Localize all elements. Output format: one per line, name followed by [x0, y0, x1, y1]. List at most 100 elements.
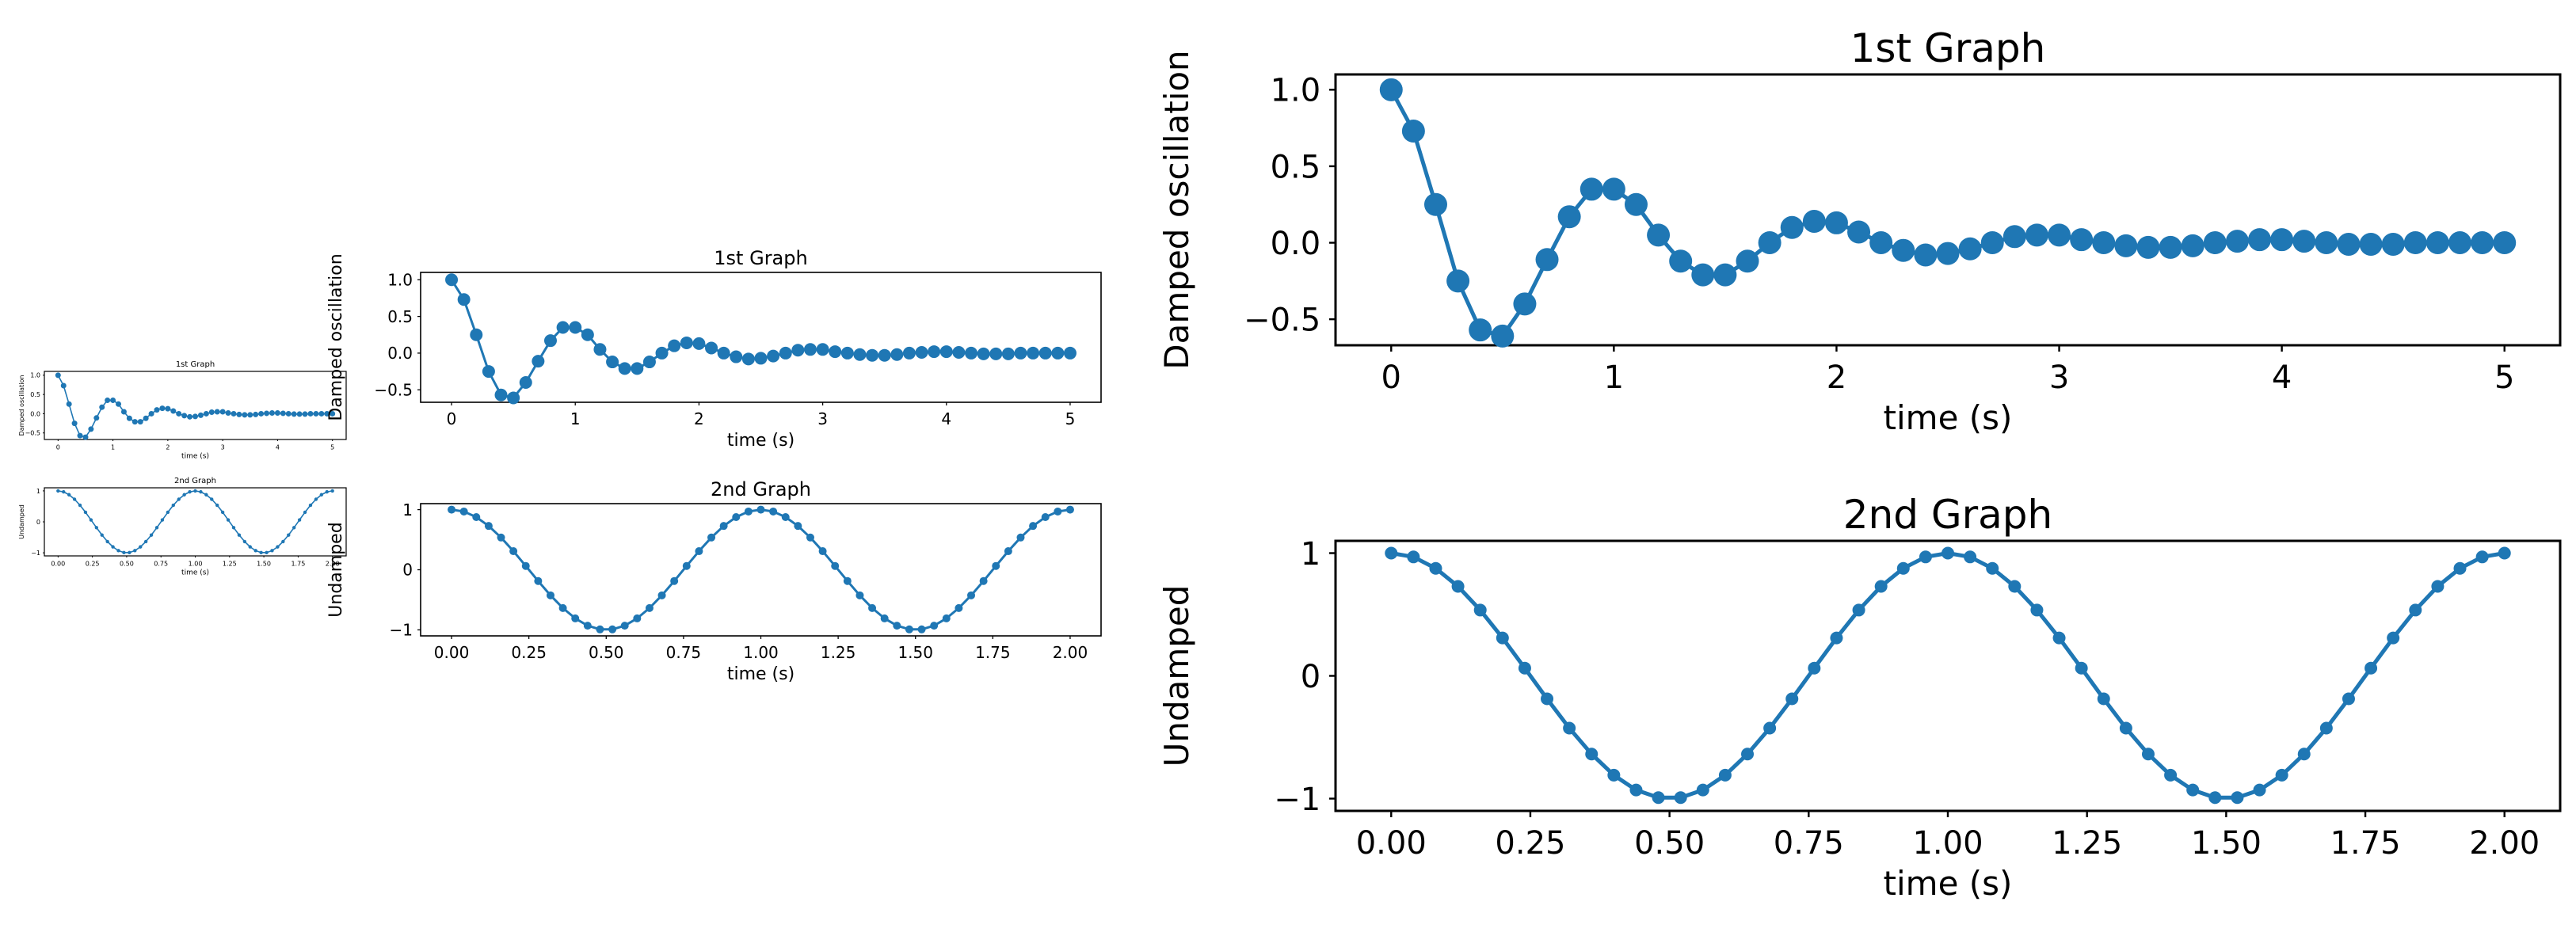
data-point [1669, 249, 1693, 273]
data-point [2431, 580, 2445, 593]
data-point [1986, 561, 1999, 575]
data-point [197, 412, 204, 418]
data-point [618, 362, 631, 375]
data-point [1557, 205, 1581, 229]
chart-title: 1st Graph [176, 360, 215, 369]
data-point [236, 411, 242, 417]
data-point [989, 347, 1003, 360]
x-tick-label: 1.00 [1912, 825, 1983, 862]
data-point [642, 356, 656, 369]
x-tick-label: 1.50 [2191, 825, 2262, 862]
data-point [66, 401, 72, 407]
data-point [707, 533, 716, 542]
x-axis-label: time (s) [1884, 398, 2013, 437]
data-point [543, 334, 557, 348]
medium-chart-2: 0.00 0.25 0.50 0.75 1.00 1.25 1.50 1.75 2.00 1 0 −1… [326, 478, 1102, 684]
y-tick-label: 1 [402, 500, 413, 519]
data-point [829, 345, 842, 359]
series-line [451, 508, 1071, 631]
data-point [192, 413, 198, 420]
data-point [1016, 533, 1025, 542]
data-point [203, 410, 209, 417]
data-point [248, 545, 252, 549]
data-point [769, 507, 778, 516]
data-point [781, 513, 790, 521]
data-point [56, 489, 60, 493]
data-point [645, 603, 654, 612]
data-point [1473, 603, 1487, 617]
y-axis-label: Undamped [326, 522, 346, 617]
data-point [1718, 768, 1732, 782]
data-point [1014, 346, 1027, 360]
data-point [1029, 522, 1038, 531]
data-point [955, 603, 963, 612]
data-point [509, 547, 518, 556]
data-point [1446, 269, 1470, 293]
data-point [1624, 192, 1648, 216]
data-point [571, 614, 580, 622]
data-point [116, 401, 122, 407]
data-point [2453, 561, 2467, 575]
data-point [655, 346, 669, 360]
data-point [583, 622, 592, 630]
data-point [280, 410, 286, 417]
data-point [1647, 223, 1671, 247]
series-line [1390, 551, 2506, 800]
x-tick-label: 0 [1381, 360, 1401, 396]
data-point [1808, 661, 1821, 675]
data-point [794, 522, 802, 531]
data-point [880, 614, 889, 622]
data-point [247, 412, 253, 418]
x-tick-label: 1.50 [257, 561, 271, 568]
data-point [1896, 561, 1910, 575]
data-point [2008, 580, 2022, 593]
data-point [581, 328, 594, 341]
data-point [1964, 550, 1977, 564]
data-point [237, 533, 242, 537]
y-axis-label: Undamped [1157, 585, 1196, 767]
x-tick-label: 0.00 [51, 561, 65, 568]
data-point [219, 409, 226, 415]
data-point [1385, 546, 1398, 560]
y-tick-label: −1 [390, 621, 413, 640]
data-point [878, 348, 891, 362]
data-point [902, 346, 916, 360]
data-point [274, 409, 280, 416]
data-point [2270, 228, 2294, 252]
data-point [1513, 292, 1537, 316]
x-tick-label: 0.25 [511, 643, 547, 662]
data-point [806, 533, 814, 542]
y-tick-label: 0.5 [1271, 149, 1321, 185]
data-point [131, 419, 138, 425]
data-point [890, 348, 904, 361]
data-point [2448, 231, 2472, 255]
data-point [94, 526, 99, 530]
data-point [2092, 231, 2116, 255]
x-tick-label: 0.75 [666, 643, 702, 662]
chart-title: 2nd Graph [711, 478, 811, 500]
data-point [1429, 561, 1442, 575]
y-axis-label: Damped oscillation [326, 253, 346, 420]
data-point [215, 503, 219, 508]
data-point [128, 550, 131, 554]
data-point [930, 622, 939, 630]
x-tick-label: 1.00 [743, 643, 779, 662]
data-point [126, 415, 132, 421]
data-point [77, 432, 83, 439]
y-tick-label: 0.0 [1271, 226, 1321, 262]
data-point [457, 293, 471, 306]
data-point [730, 350, 743, 363]
data-point [843, 576, 852, 585]
x-axis-label: time (s) [727, 664, 795, 684]
plot-frame [1334, 73, 2562, 347]
data-point [1763, 721, 1777, 735]
chart-title: 2nd Graph [1843, 492, 2053, 538]
x-tick-label: 1.25 [2052, 825, 2122, 862]
large-chart-2: 0.00 0.25 0.50 0.75 1.00 1.25 1.50 1.75 2.00 1 0 −1… [1157, 492, 2562, 903]
data-point [88, 426, 94, 432]
data-point [1802, 209, 1826, 233]
data-point [2070, 228, 2094, 252]
x-tick-label: 5 [1065, 409, 1076, 428]
data-point [187, 413, 193, 420]
data-point [78, 503, 82, 508]
